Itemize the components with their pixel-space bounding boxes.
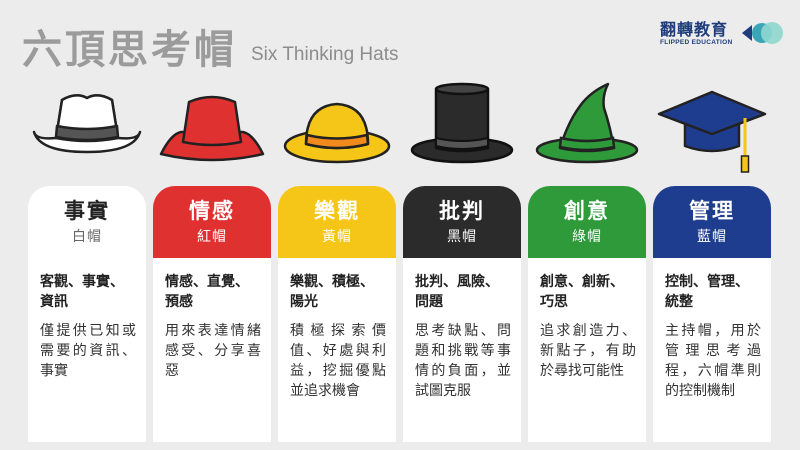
card-header: 樂觀 黃帽 xyxy=(278,186,396,258)
card-title: 情感 xyxy=(189,199,235,223)
brand-logo: 翻轉教育 FLIPPED EDUCATION xyxy=(654,16,784,52)
card-description: 積極探索價值、好處與利益，挖掘優點並追求機會 xyxy=(290,323,386,399)
card-hat-label: 藍帽 xyxy=(697,229,727,245)
card-title: 管理 xyxy=(689,199,735,223)
card-title: 創意 xyxy=(564,199,610,223)
yellow-sun-hat-icon xyxy=(278,80,396,180)
card-hat-label: 白帽 xyxy=(72,229,102,245)
card-red-hat: 情感 紅帽 情感、直覺、預感 用來表達情緒感受、分享喜惡 xyxy=(153,186,271,442)
card-header: 事實 白帽 xyxy=(28,186,146,258)
card-hat-label: 黑帽 xyxy=(447,229,477,245)
card-title: 批判 xyxy=(439,199,485,223)
green-witch-hat-icon xyxy=(528,80,646,180)
card-hat-label: 紅帽 xyxy=(197,229,227,245)
card-header: 批判 黑帽 xyxy=(403,186,521,258)
card-green-hat: 創意 綠帽 創意、創新、巧思 追求創造力、新點子，有助於尋找可能性 xyxy=(528,186,646,442)
card-hat-label: 黃帽 xyxy=(322,229,352,245)
card-description: 思考缺點、問題和挑戰等事情的負面，並試圖克服 xyxy=(415,323,511,399)
header: 六頂思考帽 Six Thinking Hats xyxy=(22,10,399,70)
brand-name: 翻轉教育 xyxy=(660,20,729,39)
card-keywords: 批判、風險、問題 xyxy=(415,274,499,310)
brand-english: FLIPPED EDUCATION xyxy=(660,39,733,46)
card-keywords: 客觀、事實、資訊 xyxy=(40,274,124,310)
card-description: 主持帽，用於管理思考過程，六帽準則的控制機制 xyxy=(665,323,761,399)
red-bucket-hat-icon xyxy=(153,80,271,180)
card-description: 僅提供已知或需要的資訊、事實 xyxy=(40,323,136,379)
brand-mark-icon xyxy=(742,22,783,44)
card-black-hat: 批判 黑帽 批判、風險、問題 思考缺點、問題和挑戰等事情的負面，並試圖克服 xyxy=(403,186,521,442)
card-blue-hat: 管理 藍帽 控制、管理、統整 主持帽，用於管理思考過程，六帽準則的控制機制 xyxy=(653,186,771,442)
card-title: 樂觀 xyxy=(314,199,360,223)
card-description: 用來表達情緒感受、分享喜惡 xyxy=(165,323,261,379)
card-header: 創意 綠帽 xyxy=(528,186,646,258)
card-keywords: 創意、創新、巧思 xyxy=(540,274,624,310)
card-description: 追求創造力、新點子，有助於尋找可能性 xyxy=(540,323,636,379)
blue-graduation-cap-icon xyxy=(653,80,771,180)
card-keywords: 情感、直覺、預感 xyxy=(165,274,249,310)
card-title: 事實 xyxy=(64,199,110,223)
page-subtitle: Six Thinking Hats xyxy=(251,44,399,65)
card-header: 情感 紅帽 xyxy=(153,186,271,258)
card-header: 管理 藍帽 xyxy=(653,186,771,258)
page-title: 六頂思考帽 xyxy=(22,27,237,73)
white-cowboy-hat-icon xyxy=(28,80,146,180)
card-yellow-hat: 樂觀 黃帽 樂觀、積極、陽光 積極探索價值、好處與利益，挖掘優點並追求機會 xyxy=(278,186,396,442)
card-white-hat: 事實 白帽 客觀、事實、資訊 僅提供已知或需要的資訊、事實 xyxy=(28,186,146,442)
card-keywords: 樂觀、積極、陽光 xyxy=(290,274,374,310)
black-top-hat-icon xyxy=(403,80,521,180)
card-keywords: 控制、管理、統整 xyxy=(665,274,749,310)
card-hat-label: 綠帽 xyxy=(572,229,602,245)
